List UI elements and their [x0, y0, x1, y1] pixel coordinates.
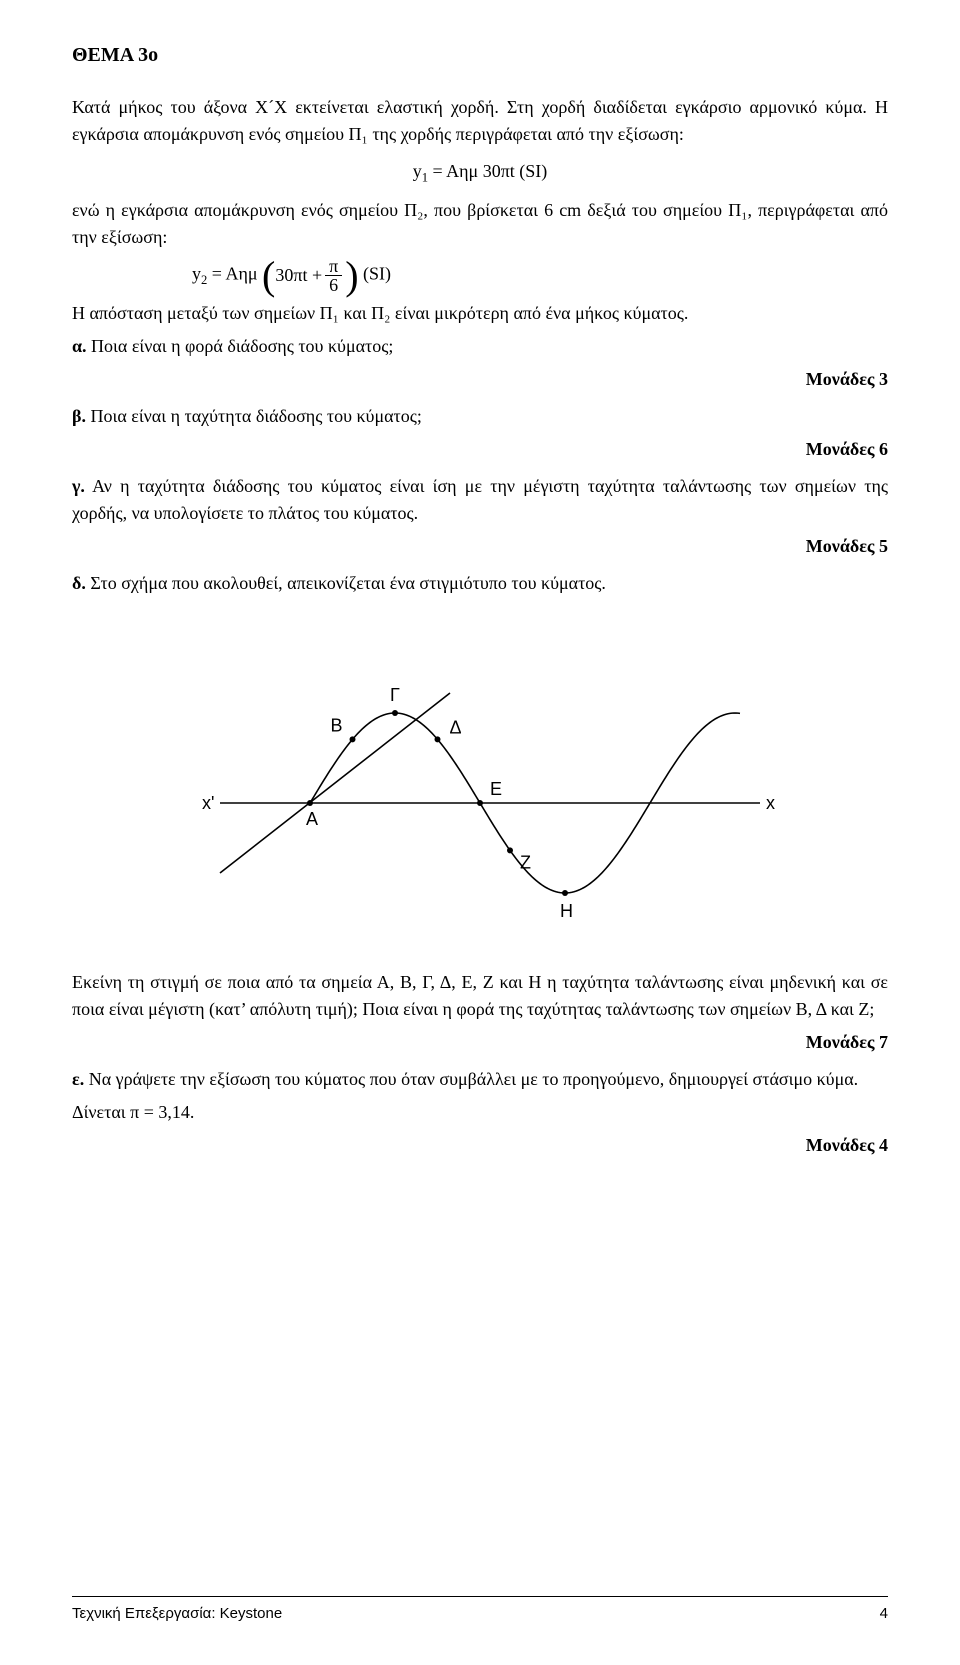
question-b: β. Ποια είναι η ταχύτητα διάδοσης του κύ… [72, 403, 888, 430]
after-figure-paragraph: Εκείνη τη στιγμή σε ποια από τα σημεία Α… [72, 969, 888, 1023]
svg-text:Δ: Δ [450, 718, 462, 738]
eq2-fraction: π 6 [325, 257, 342, 294]
right-paren-icon: ) [345, 258, 358, 294]
svg-text:x: x [766, 793, 775, 813]
qe-marks: Μονάδες 4 [72, 1132, 888, 1159]
equation-1: y1 = Aημ 30πt (SI) [72, 158, 888, 187]
svg-text:Ε: Ε [490, 779, 502, 799]
svg-text:Α: Α [306, 809, 318, 829]
svg-text:Β: Β [331, 716, 343, 736]
qa-text: Ποια είναι η φορά διάδοσης του κύματος; [87, 336, 394, 356]
wave-snapshot-figure: Α Β Γ Δ Ε Ζ Ηx' x [160, 633, 800, 933]
qc-label: γ. [72, 476, 85, 496]
question-a: α. Ποια είναι η φορά διάδοσης του κύματο… [72, 333, 888, 360]
qa-marks: Μονάδες 3 [72, 366, 888, 393]
page-footer: Τεχνική Επεξεργασία: Keystone 4 [72, 1596, 888, 1626]
qd-text: Στο σχήμα που ακολουθεί, απεικονίζεται έ… [86, 573, 606, 593]
footer-left: Τεχνική Επεξεργασία: Keystone [72, 1603, 282, 1626]
qe-text: Να γράψετε την εξίσωση του κύματος που ό… [84, 1069, 858, 1089]
qa-label: α. [72, 336, 87, 356]
equation-2: y2 = Aημ ( 30πt + π 6 ) (SI) [192, 257, 888, 294]
qb-label: β. [72, 406, 86, 426]
qc-text: Αν η ταχύτητα διάδοσης του κύματος είναι… [72, 476, 888, 523]
intro-paragraph-2: ενώ η εγκάρσια απομάκρυνση ενός σημείου … [72, 197, 888, 251]
svg-text:x': x' [202, 793, 214, 813]
eq2-lhs: y [192, 264, 201, 284]
qd-marks: Μονάδες 7 [72, 1029, 888, 1056]
left-paren-icon: ( [262, 258, 275, 294]
eq1-rhs: = Aημ 30πt (SI) [428, 161, 547, 181]
question-c: γ. Αν η ταχύτητα διάδοσης του κύματος εί… [72, 473, 888, 527]
footer-rule [72, 1596, 888, 1597]
question-e: ε. Να γράψετε την εξίσωση του κύματος πο… [72, 1066, 888, 1093]
eq2-si: (SI) [363, 264, 391, 284]
svg-text:Η: Η [560, 901, 573, 921]
theme-heading: ΘΕΜΑ 3ο [72, 40, 888, 70]
eq1-lhs: y [413, 161, 422, 181]
question-d: δ. Στο σχήμα που ακολουθεί, απεικονίζετα… [72, 570, 888, 597]
qe-label: ε. [72, 1069, 84, 1089]
intro-paragraph-1: Κατά μήκος του άξονα X´X εκτείνεται ελασ… [72, 94, 888, 148]
svg-text:Γ: Γ [390, 685, 400, 705]
qb-marks: Μονάδες 6 [72, 436, 888, 463]
eq2-inner: 30πt + [275, 262, 322, 289]
eq2-frac-den: 6 [325, 276, 342, 294]
intro-paragraph-3: Η απόσταση μεταξύ των σημείων Π₁ και Π₂ … [72, 300, 888, 327]
footer-page-number: 4 [880, 1603, 888, 1626]
svg-text:Ζ: Ζ [520, 853, 531, 873]
qb-text: Ποια είναι η ταχύτητα διάδοσης του κύματ… [86, 406, 422, 426]
eq2-frac-num: π [325, 257, 342, 276]
qc-marks: Μονάδες 5 [72, 533, 888, 560]
given-line: Δίνεται π = 3,14. [72, 1099, 888, 1126]
qd-label: δ. [72, 573, 86, 593]
eq2-mid: = Aημ [207, 264, 257, 284]
